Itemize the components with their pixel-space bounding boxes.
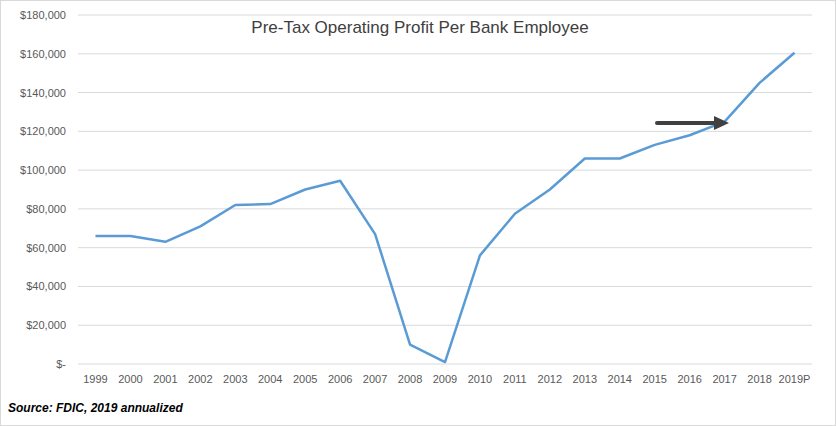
x-tick-label: 2009 xyxy=(433,373,457,385)
y-tick-label: $160,000 xyxy=(20,48,66,60)
x-tick-label: 2008 xyxy=(398,373,422,385)
y-tick-label: $60,000 xyxy=(26,242,66,254)
y-tick-label: $40,000 xyxy=(26,280,66,292)
x-tick-label: 2014 xyxy=(608,373,632,385)
x-tick-label: 2018 xyxy=(747,373,771,385)
x-tick-label: 2016 xyxy=(677,373,701,385)
grid-line xyxy=(78,15,812,16)
plot-area xyxy=(95,53,794,362)
y-tick-label: $100,000 xyxy=(20,164,66,176)
grid-line xyxy=(78,286,812,287)
grid-line xyxy=(78,92,812,93)
grid-line xyxy=(78,247,812,248)
grid-line xyxy=(78,208,812,209)
x-tick-label: 2006 xyxy=(328,373,352,385)
x-tick-label: 1999 xyxy=(83,373,107,385)
x-tick-label: 2011 xyxy=(503,373,527,385)
y-tick-label: $80,000 xyxy=(26,203,66,215)
chart-frame xyxy=(1,1,836,426)
chart: Pre-Tax Operating Profit Per Bank Employ… xyxy=(0,0,836,426)
x-tick-label: 2010 xyxy=(468,373,492,385)
grid-line xyxy=(78,170,812,171)
x-tick-label: 2004 xyxy=(258,373,282,385)
arrow-shaft xyxy=(657,121,716,125)
title: Pre-Tax Operating Profit Per Bank Employ… xyxy=(251,18,588,37)
line xyxy=(95,53,794,362)
y-tick-label: $- xyxy=(56,358,66,370)
x-tick-label: 2019P xyxy=(779,373,811,385)
y-tick-label: $20,000 xyxy=(26,319,66,331)
x-tick-label: 2000 xyxy=(118,373,142,385)
x-tick-label: 2017 xyxy=(712,373,736,385)
y-tick-label: $180,000 xyxy=(20,9,66,21)
x-tick-label: 2001 xyxy=(153,373,177,385)
x-tick-label: 2013 xyxy=(573,373,597,385)
x-tick-label: 2005 xyxy=(293,373,317,385)
arrow-head xyxy=(714,116,729,130)
x-tick-label: 2015 xyxy=(642,373,666,385)
grid-line xyxy=(78,325,812,326)
x-tick-label: 2002 xyxy=(188,373,212,385)
x-tick-label: 2012 xyxy=(538,373,562,385)
source-note: Source: FDIC, 2019 annualized xyxy=(8,401,183,415)
x-tick-label: 2003 xyxy=(223,373,247,385)
y-tick-label: $120,000 xyxy=(20,125,66,137)
y-tick-label: $140,000 xyxy=(20,87,66,99)
x-tick-label: 2007 xyxy=(363,373,387,385)
grid-line xyxy=(78,53,812,54)
grid-line xyxy=(78,364,812,365)
